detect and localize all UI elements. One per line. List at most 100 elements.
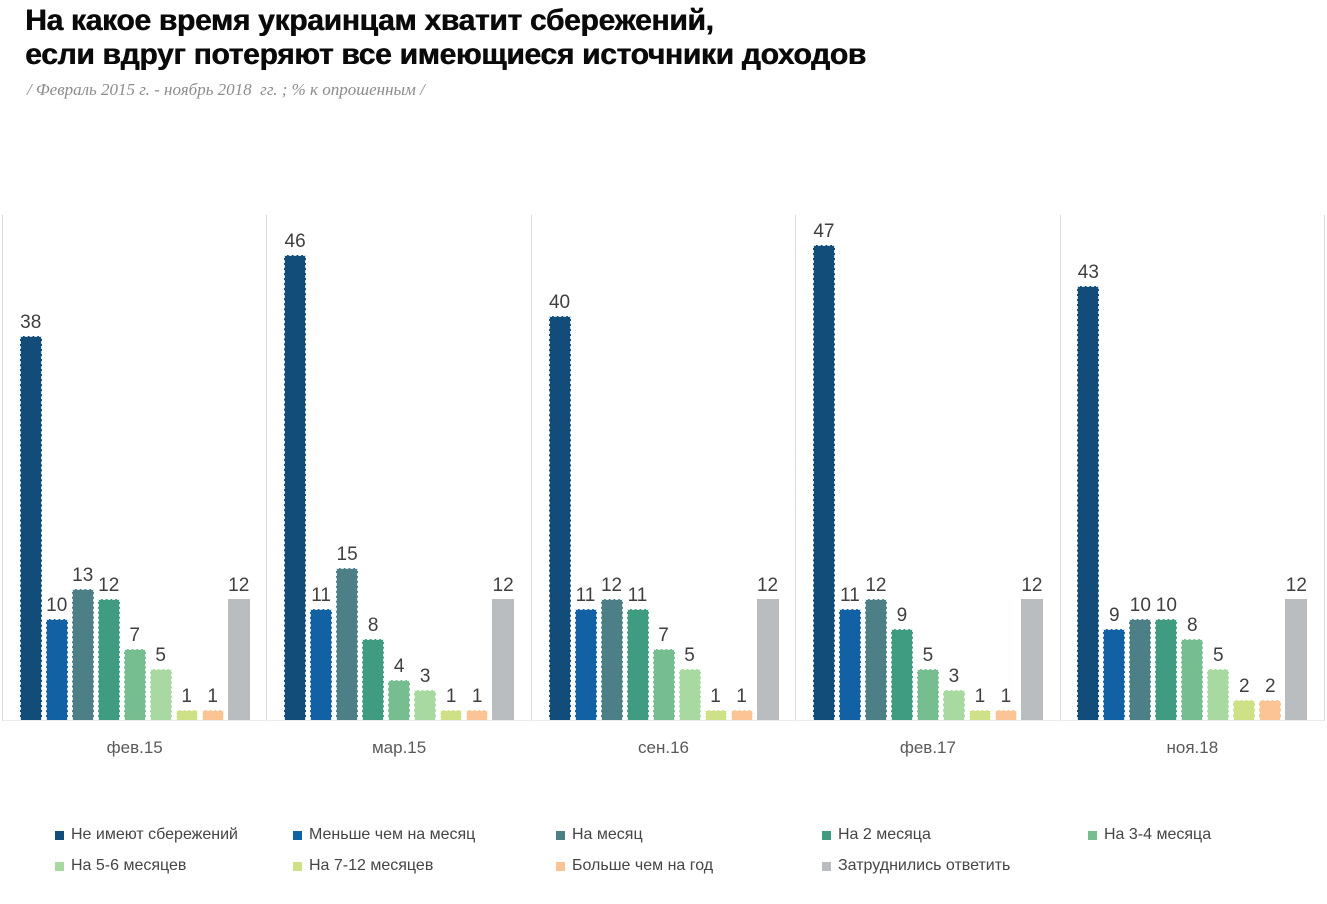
bar-value-label: 1 [736, 686, 747, 707]
bar [466, 710, 489, 720]
bar [175, 710, 198, 720]
bar-value-label: 9 [1109, 605, 1120, 626]
legend-item: Больше чем на год [556, 857, 713, 875]
bar [149, 669, 172, 720]
bar [440, 710, 463, 720]
bar-value-label: 11 [627, 585, 648, 606]
bar-value-label: 13 [72, 565, 94, 586]
bar-value-label: 10 [1129, 595, 1151, 616]
legend-label: На месяц [572, 826, 643, 843]
bar [600, 599, 623, 720]
bar-group: 43 9 10 10 8 5 2 2 12 [1061, 262, 1324, 720]
bar-column: 2 [1259, 676, 1282, 720]
bar-group: 47 11 12 9 5 3 1 1 12 [796, 221, 1059, 720]
bar-column: 4 [388, 656, 411, 720]
page-title: На какое время украинцам хватит сбережен… [25, 4, 866, 72]
bar [284, 255, 307, 720]
bar [942, 690, 965, 720]
legend-label: На 7-12 месяцев [309, 857, 434, 874]
bar [310, 609, 333, 720]
bar [362, 639, 385, 720]
bar-column: 5 [149, 645, 172, 720]
bar-column: 11 [838, 585, 861, 720]
bar [19, 336, 42, 720]
legend-swatch [55, 861, 64, 871]
bar-column: 1 [175, 686, 198, 720]
bar [1077, 286, 1100, 720]
bar-group: 38 10 13 12 7 5 1 1 12 [3, 312, 266, 720]
legend-item: На 7-12 месяцев [293, 857, 433, 875]
bar-value-label: 5 [684, 645, 695, 666]
x-axis-label: ноя.18 [1166, 738, 1219, 757]
bar-column: 11 [574, 585, 597, 720]
x-axis-label: фев.15 [106, 738, 163, 757]
bar-value-label: 7 [129, 625, 140, 646]
bar-value-label: 4 [393, 656, 405, 677]
bar-column: 2 [1233, 676, 1256, 720]
bar [574, 609, 597, 720]
bar-column: 1 [994, 686, 1017, 720]
legend-item: Затруднились ответить [822, 857, 1010, 875]
bar-value-label: 3 [948, 666, 960, 687]
legend-item: На 2 месяца [822, 826, 931, 844]
bar-value-label: 47 [813, 221, 835, 242]
bar [916, 669, 939, 720]
bar-value-label: 1 [974, 686, 986, 707]
bar [45, 619, 68, 720]
legend-label: Меньше чем на месяц [309, 826, 476, 843]
legend-label: Не имеют сбережений [71, 826, 238, 843]
bar-column: 12 [1285, 575, 1308, 720]
bar [1181, 639, 1204, 720]
bar-value-label: 1 [445, 686, 457, 707]
bar [968, 710, 991, 720]
bar-column: 12 [227, 575, 250, 720]
bar [1259, 700, 1282, 720]
bar-column: 5 [1207, 645, 1230, 720]
bar [492, 599, 515, 720]
bar-column: 3 [414, 666, 437, 720]
bar-value-label: 1 [1000, 686, 1012, 707]
bar-column: 11 [310, 585, 333, 720]
bar-value-label: 3 [419, 666, 431, 687]
bar-column: 1 [440, 686, 463, 720]
bar [812, 245, 835, 720]
bar-column: 40 [548, 292, 571, 720]
bar-value-label: 1 [471, 686, 483, 707]
bar-column: 10 [45, 595, 68, 720]
bar-column: 38 [19, 312, 42, 720]
bar-value-label: 12 [600, 575, 623, 596]
bar [97, 599, 120, 720]
chart-panel: 43 9 10 10 8 5 2 2 12 ноя.18 [1059, 215, 1325, 757]
bar-value-label: 12 [1021, 575, 1043, 596]
bar-value-label: 5 [155, 645, 166, 666]
chart-panel: 38 10 13 12 7 5 1 1 12 фев.15 [2, 215, 267, 757]
bar-column: 12 [600, 575, 623, 720]
bar-value-label: 11 [840, 585, 860, 606]
bar-column: 5 [916, 645, 939, 720]
legend-item: На месяц [556, 826, 643, 844]
chart-panel: 47 11 12 9 5 3 1 1 12 фев.17 [795, 215, 1060, 757]
bar [1285, 599, 1308, 720]
bar-column: 11 [626, 585, 649, 720]
bar-value-label: 40 [548, 292, 571, 313]
legend-swatch [1088, 830, 1097, 840]
chart-panel: 40 11 12 11 7 5 1 1 12 сен.16 [530, 215, 796, 757]
bar [336, 568, 359, 720]
bar [838, 609, 861, 720]
legend-item: На 3-4 месяца [1088, 826, 1211, 844]
bar-value-label: 12 [1285, 575, 1307, 596]
legend-label: Затруднились ответить [838, 857, 1011, 874]
bar-value-label: 43 [1077, 262, 1099, 283]
bar-column: 46 [284, 231, 307, 720]
bar [756, 599, 779, 720]
x-axis-label: фев.17 [899, 738, 956, 757]
bar [1103, 629, 1126, 720]
bar [1155, 619, 1178, 720]
bar-column: 12 [864, 575, 887, 720]
bar-column: 43 [1077, 262, 1100, 720]
bar-value-label: 5 [1213, 645, 1224, 666]
legend-item: Не имеют сбережений [55, 826, 238, 844]
bar [626, 609, 649, 720]
legend-label: Больше чем на год [572, 857, 714, 874]
bar [1207, 669, 1230, 720]
